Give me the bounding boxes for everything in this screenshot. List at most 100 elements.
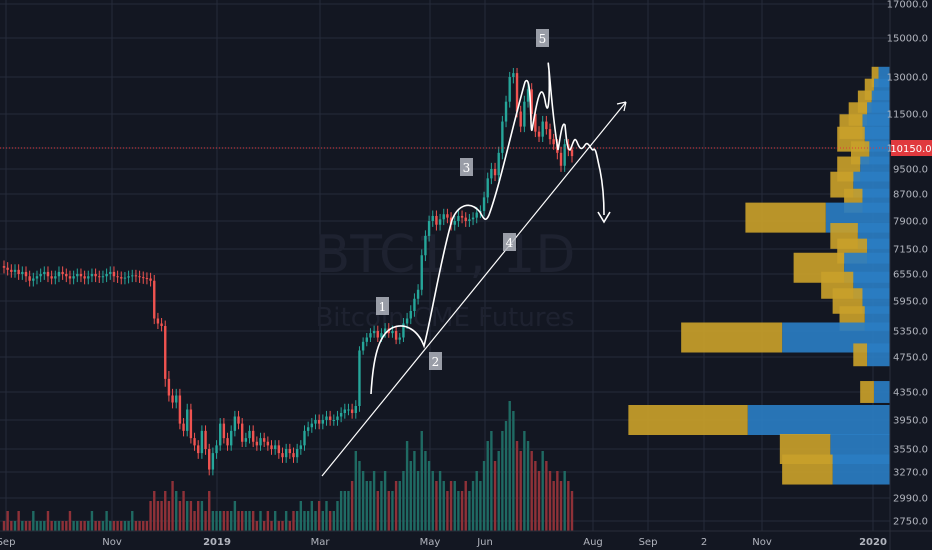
wave-label-1-text: 1: [379, 300, 387, 314]
volume-bar: [21, 521, 24, 531]
volume-profile-down: [853, 343, 868, 367]
volume-bar: [160, 501, 163, 531]
wave-label-3: 3: [460, 158, 473, 176]
volume-bar: [54, 521, 57, 531]
volume-profile-down: [860, 381, 874, 403]
candle-body: [354, 406, 357, 413]
volume-bar: [497, 451, 500, 531]
volume-bar: [380, 481, 383, 531]
candle-body: [215, 445, 218, 454]
candle-body: [281, 453, 284, 458]
x-tick-label: May: [420, 537, 441, 548]
volume-bar: [17, 511, 20, 531]
candle-body: [167, 378, 171, 396]
candle-body: [435, 215, 438, 225]
wave-projection[interactable]: [370, 62, 611, 395]
volume-bar: [369, 481, 372, 531]
candle-body: [2, 266, 6, 268]
candle-body: [537, 131, 541, 137]
volume-bar: [339, 491, 343, 531]
candle-body: [251, 430, 255, 442]
candle-body: [208, 449, 211, 470]
trendline[interactable]: [321, 101, 627, 477]
candle-body: [109, 271, 112, 274]
candle-body: [200, 430, 204, 454]
y-tick-label: 7900.0: [893, 217, 928, 228]
candle-body: [94, 274, 97, 277]
candle-body: [270, 445, 273, 449]
volume-bar: [413, 451, 416, 531]
volume-bar: [61, 521, 64, 531]
x-tick-label: Sep: [0, 537, 15, 548]
candle-body: [383, 328, 387, 334]
candle-body: [138, 276, 141, 278]
candle-body: [182, 423, 185, 431]
y-tick-label: 7150.0: [893, 245, 928, 256]
volume-bar: [2, 521, 6, 531]
volume-bar: [167, 501, 171, 531]
volume-bar: [266, 511, 270, 531]
candle-body: [226, 438, 229, 446]
volume-bar: [486, 441, 489, 531]
volume-bar: [303, 511, 306, 531]
candle-body: [153, 280, 156, 319]
volume-bar: [6, 511, 9, 531]
y-tick-label: 3270.0: [893, 468, 928, 479]
candle-body: [420, 255, 423, 290]
candle-body: [325, 416, 328, 420]
volume-bar: [68, 511, 72, 531]
candle-body: [32, 278, 35, 281]
candle-body: [486, 178, 489, 198]
y-tick-label: 3550.0: [893, 445, 928, 456]
volume-bar: [457, 491, 460, 531]
y-tick-label: 9500.0: [893, 165, 928, 176]
volume-bar: [182, 491, 185, 531]
candle-body: [222, 423, 226, 439]
y-tick-label: 2990.0: [893, 494, 928, 505]
x-tick-label: 2019: [203, 537, 231, 548]
volume-bar: [420, 431, 423, 531]
volume-bar: [105, 511, 108, 531]
candle-body: [317, 420, 321, 424]
volume-bar: [83, 521, 86, 531]
candle-body: [508, 77, 511, 102]
volume-bar: [464, 481, 467, 531]
volume-bar: [208, 491, 211, 531]
volume-bar: [354, 451, 357, 531]
volume-bar: [131, 511, 134, 531]
candle-body: [512, 73, 515, 77]
volume-bar: [328, 511, 332, 531]
volume-bar: [398, 481, 401, 531]
candle-body: [35, 276, 39, 279]
y-tick-label: 2750.0: [893, 517, 928, 528]
candle-body: [186, 409, 189, 431]
candle-body: [559, 152, 563, 166]
volume-bar: [545, 461, 548, 531]
candle-body: [101, 276, 105, 278]
candle-body: [156, 318, 160, 324]
volume-profile-up: [878, 66, 890, 88]
y-tick-label: 8700.0: [893, 190, 928, 201]
volume-bar: [134, 521, 138, 531]
candle-body: [493, 169, 497, 176]
volume-bar: [482, 461, 486, 531]
volume-bar: [13, 521, 17, 531]
candle-body: [266, 441, 270, 446]
volume-bar: [402, 471, 405, 531]
volume-bar: [123, 521, 127, 531]
candle-body: [160, 323, 163, 326]
candle-body: [372, 331, 376, 334]
candle-body: [284, 449, 288, 458]
volume-bar: [468, 491, 471, 531]
candle-body: [361, 341, 365, 351]
current-price-tag: 10150.0: [890, 140, 932, 156]
candle-body: [515, 73, 519, 112]
candle-body: [24, 271, 28, 277]
candle-body: [541, 121, 544, 137]
volume-bar: [244, 511, 248, 531]
candle-body: [112, 271, 116, 277]
volume-bar: [438, 471, 442, 531]
candle-body: [534, 114, 537, 132]
